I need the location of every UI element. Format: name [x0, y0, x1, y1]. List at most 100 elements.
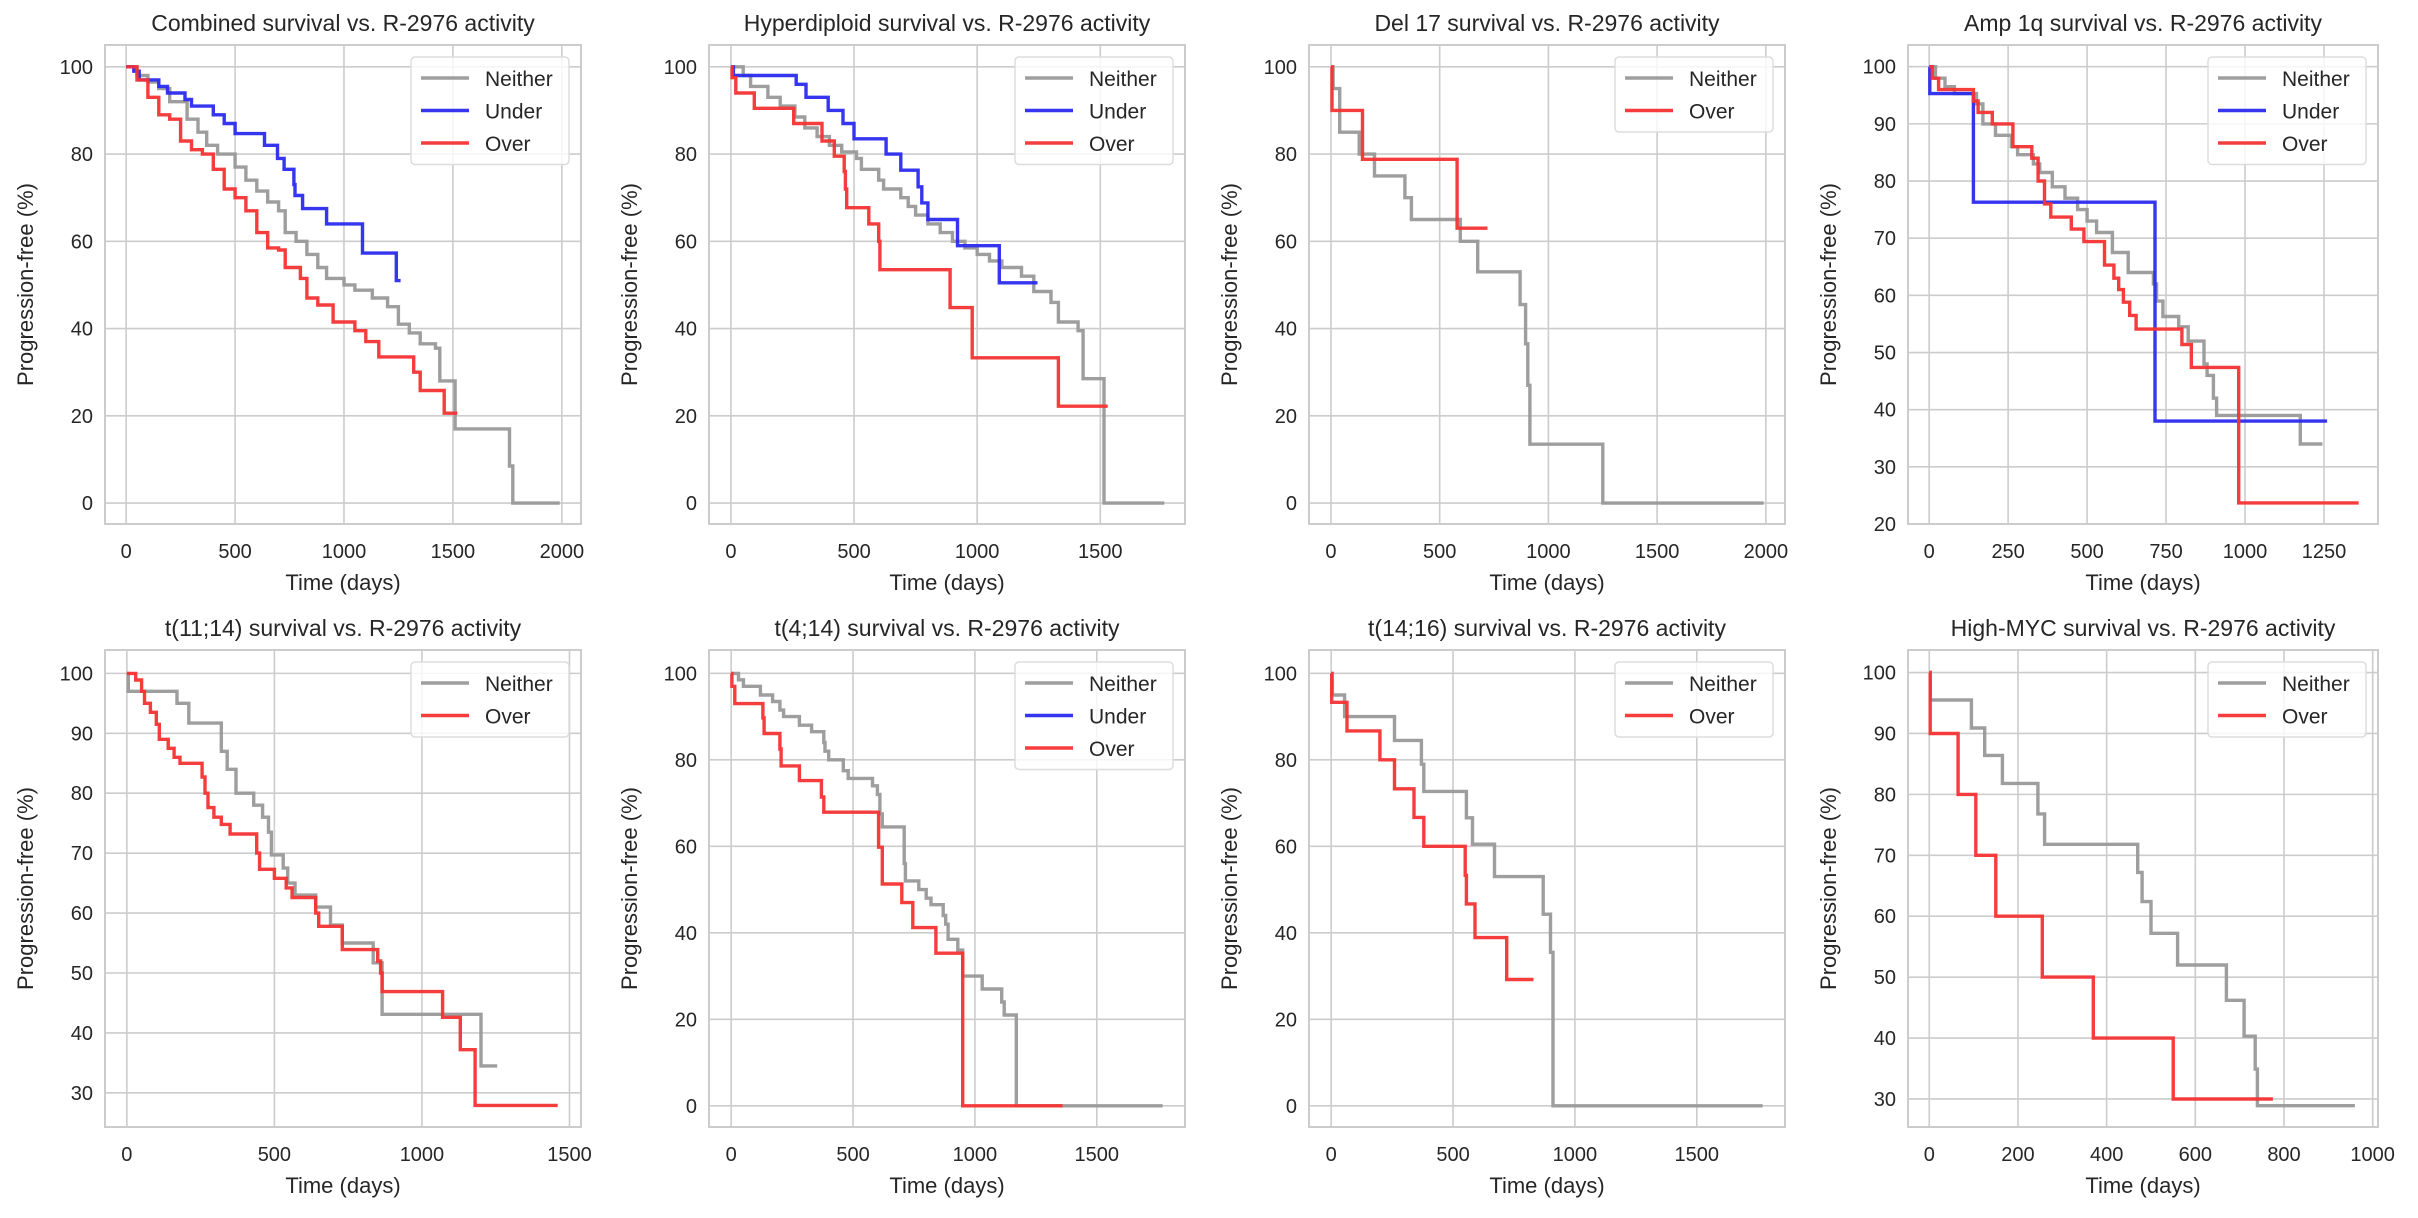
x-tick-label: 750 — [2149, 541, 2182, 563]
y-tick-label: 100 — [60, 57, 93, 79]
legend-box — [410, 56, 570, 166]
axes-frame — [708, 44, 1186, 525]
series-neither-line — [126, 65, 560, 505]
x-tick-label: 500 — [837, 541, 870, 563]
axes-frame — [1907, 649, 2379, 1128]
x-tick-label: 1000 — [1553, 1144, 1598, 1166]
x-axis-label: Time (days) — [1489, 570, 1604, 595]
series-over-line — [126, 65, 458, 415]
x-axis-label: Time (days) — [2085, 570, 2200, 595]
y-tick-label: 80 — [1275, 144, 1297, 166]
axes-frame — [104, 44, 582, 525]
panel-title: Del 17 survival vs. R-2976 activity — [1374, 10, 1720, 36]
x-tick-label: 500 — [2070, 541, 2103, 563]
y-tick-label: 100 — [664, 663, 697, 685]
series-neither-line — [1331, 65, 1764, 505]
panel-4: 0 250 500 750 1000 1250 20 30 40 50 60 70 80 90 100 Amp… — [1816, 10, 2379, 595]
x-tick-label: 200 — [2001, 1144, 2034, 1166]
legend-label-under: Under — [2282, 101, 2339, 124]
y-tick-label: 40 — [1874, 1028, 1896, 1050]
y-tick-label: 20 — [1874, 514, 1896, 536]
y-tick-label: 70 — [1874, 228, 1896, 250]
y-tick-label: 50 — [71, 963, 93, 985]
series-neither-line — [1330, 671, 1763, 1108]
legend-box — [1014, 56, 1174, 166]
y-tick-label: 60 — [71, 231, 93, 253]
y-tick-label: 100 — [1863, 57, 1896, 79]
x-tick-label: 1500 — [1675, 1144, 1720, 1166]
panel-7: 0 500 1000 1500 0 20 40 60 80 100 t(14;16) surviva… — [1217, 615, 1786, 1198]
legend-label-over: Over — [485, 706, 531, 729]
y-tick-label: 20 — [71, 406, 93, 428]
series-neither-line — [1928, 670, 2355, 1108]
series-neither-line — [1929, 65, 2323, 446]
panel-title: t(4;14) survival vs. R-2976 activity — [774, 615, 1120, 641]
series-neither-line — [731, 671, 1163, 1108]
x-tick-label: 500 — [836, 1144, 869, 1166]
series-over-line — [730, 65, 1108, 408]
series-neither-line — [730, 65, 1165, 505]
legend-label-under: Under — [1089, 101, 1146, 124]
series-over-line — [1928, 670, 2273, 1101]
y-tick-label: 70 — [1874, 845, 1896, 867]
y-tick-label: 60 — [675, 836, 697, 858]
x-tick-label: 0 — [121, 541, 132, 563]
x-axis-label: Time (days) — [889, 1173, 1004, 1198]
x-tick-label: 0 — [725, 541, 736, 563]
x-tick-label: 0 — [726, 1144, 737, 1166]
y-tick-label: 60 — [71, 903, 93, 925]
legend-box — [1614, 661, 1774, 738]
y-tick-label: 50 — [1874, 967, 1896, 989]
y-tick-label: 90 — [1874, 114, 1896, 136]
legend-label-over: Over — [1089, 738, 1135, 761]
y-tick-label: 20 — [675, 406, 697, 428]
x-tick-label: 1500 — [547, 1144, 592, 1166]
legend: Neither Under Over — [410, 56, 570, 166]
y-tick-label: 30 — [71, 1083, 93, 1105]
y-tick-label: 80 — [71, 783, 93, 805]
x-tick-label: 0 — [1924, 1144, 1935, 1166]
legend: Neither Under Over — [2207, 56, 2367, 166]
legend: Neither Under Over — [1014, 661, 1174, 771]
x-tick-label: 1500 — [431, 541, 476, 563]
legend: Neither Over — [2207, 661, 2367, 738]
legend-label-neither: Neither — [485, 673, 553, 696]
legend-label-neither: Neither — [1689, 673, 1757, 696]
y-tick-label: 40 — [675, 923, 697, 945]
x-axis-label: Time (days) — [889, 570, 1004, 595]
panel-8: 0 200 400 600 800 1000 30 40 50 60 70 80 90 100 High-M… — [1816, 615, 2395, 1198]
x-axis-label: Time (days) — [285, 1173, 400, 1198]
x-tick-label: 600 — [2179, 1144, 2212, 1166]
axes-frame — [1308, 44, 1786, 525]
panel-6: 0 500 1000 1500 0 20 40 60 80 100 t(4;14) survival… — [617, 615, 1186, 1198]
x-tick-label: 500 — [1436, 1144, 1469, 1166]
y-tick-label: 30 — [1874, 457, 1896, 479]
y-tick-label: 60 — [675, 231, 697, 253]
x-axis-label: Time (days) — [2085, 1173, 2200, 1198]
legend-box — [2207, 661, 2367, 738]
legend: Neither Over — [410, 661, 570, 738]
x-tick-label: 250 — [1991, 541, 2024, 563]
series-over-line — [1929, 65, 2359, 505]
y-tick-label: 20 — [675, 1009, 697, 1031]
legend: Neither Over — [1614, 56, 1774, 133]
y-tick-label: 40 — [1275, 319, 1297, 341]
x-tick-label: 1000 — [955, 541, 1000, 563]
legend-label-neither: Neither — [2282, 68, 2350, 91]
legend: Neither Under Over — [1014, 56, 1174, 166]
x-tick-label: 1000 — [2223, 541, 2268, 563]
y-tick-label: 100 — [1863, 663, 1896, 685]
axes-frame — [1308, 649, 1786, 1128]
axes-frame — [1907, 44, 2379, 525]
legend-box — [2207, 56, 2367, 166]
panel-3: 0 500 1000 1500 2000 0 20 40 60 80 100 Del 17 survi… — [1217, 10, 1788, 595]
y-tick-label: 80 — [1874, 784, 1896, 806]
x-tick-label: 1250 — [2302, 541, 2347, 563]
x-tick-label: 500 — [1423, 541, 1456, 563]
y-tick-label: 40 — [71, 319, 93, 341]
x-tick-label: 1500 — [1635, 541, 1680, 563]
x-tick-label: 500 — [218, 541, 251, 563]
panel-1: 0 500 1000 1500 2000 0 20 40 60 80 100 Combined sur… — [13, 10, 584, 595]
x-tick-label: 500 — [258, 1144, 291, 1166]
x-tick-label: 1000 — [953, 1144, 998, 1166]
